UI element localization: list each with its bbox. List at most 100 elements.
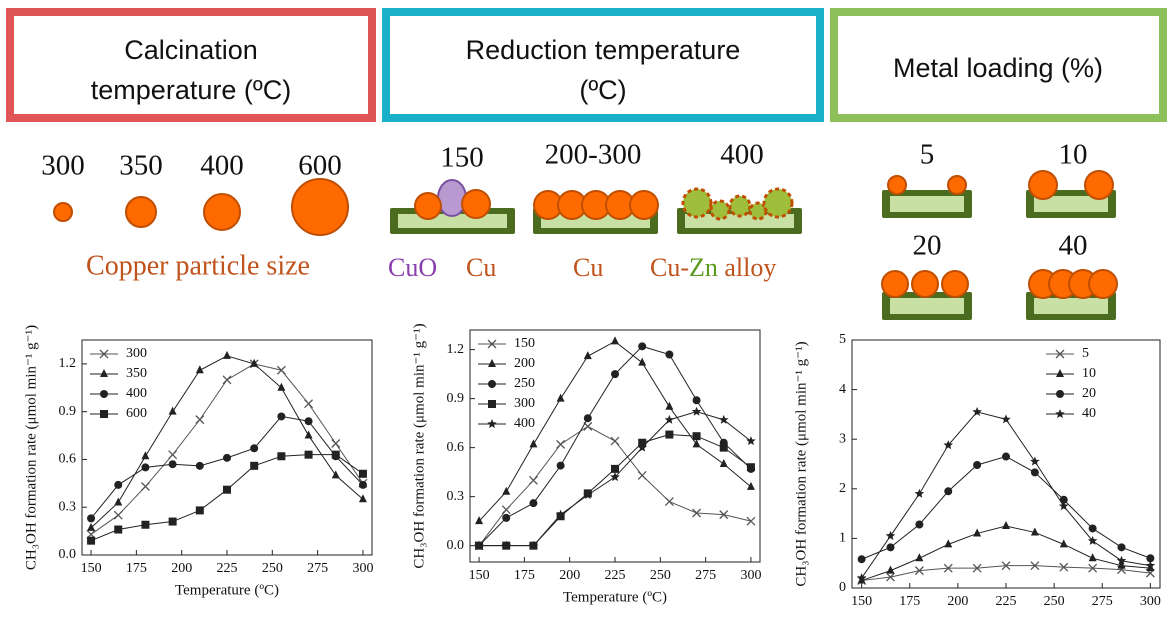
marker (944, 487, 952, 495)
particle (948, 176, 966, 194)
y-tick-label: 0.3 (59, 499, 77, 514)
marker (169, 460, 177, 468)
loading-label: 10 (1059, 139, 1088, 171)
marker (611, 370, 619, 378)
alloy-particle (730, 196, 750, 216)
marker (611, 465, 619, 473)
alloy-particle (683, 189, 711, 217)
header-text: Metal loading (%) (893, 53, 1103, 83)
support-inner (1034, 298, 1108, 314)
marker (1118, 543, 1126, 551)
legend-label: 40 (1082, 406, 1096, 421)
x-tick-label: 225 (605, 568, 626, 583)
marker (100, 390, 108, 398)
legend-label: 350 (126, 366, 147, 381)
x-tick-label: 275 (1092, 594, 1113, 609)
x-tick-label: 150 (469, 568, 490, 583)
header-text: Calcination (124, 35, 258, 65)
marker (100, 369, 108, 377)
y-axis-label: CH₃OH formation rate (μmol min⁻¹ g⁻¹) (23, 325, 39, 570)
particle (912, 271, 938, 297)
marker (720, 459, 728, 467)
header-text: Reduction temperature (466, 35, 741, 65)
x-tick-label: 300 (1140, 594, 1161, 609)
particle (882, 271, 908, 297)
particle (54, 203, 72, 221)
marker (114, 526, 122, 534)
y-axis-label: CH₃OH formation rate (μmol min⁻¹ g⁻¹) (793, 341, 809, 586)
y-tick-label: 0.6 (447, 440, 465, 455)
marker (87, 514, 95, 522)
marker (720, 444, 728, 452)
y-tick-label: 0.9 (59, 404, 77, 419)
marker (277, 366, 285, 374)
y-axis-label: CH₃OH formation rate (μmol min⁻¹ g⁻¹) (411, 323, 427, 568)
x-tick-label: 275 (307, 561, 328, 576)
loading-label: 40 (1059, 230, 1088, 262)
x-axis-label: Temperature (ºC) (175, 582, 279, 598)
series-line (91, 416, 363, 518)
marker (502, 487, 510, 495)
alloy-particle (750, 203, 766, 219)
marker (277, 452, 285, 460)
y-tick-label: 0.0 (447, 538, 465, 553)
x-tick-label: 175 (899, 594, 920, 609)
y-tick-label: 3 (839, 431, 846, 446)
temp-label: 150 (440, 142, 484, 174)
cuo-particle (438, 180, 466, 216)
caption: Cu (466, 253, 496, 282)
legend-label: 150 (514, 336, 535, 351)
x-tick-label: 225 (996, 594, 1017, 609)
legend-label: 200 (514, 356, 535, 371)
legend-label: 250 (514, 376, 535, 391)
marker (746, 436, 756, 445)
marker (502, 506, 510, 514)
legend-label: 10 (1082, 366, 1096, 381)
y-tick-label: 0 (839, 580, 846, 595)
loading-label: 5 (920, 139, 935, 171)
marker (665, 351, 673, 359)
particle (462, 190, 490, 218)
particle (415, 193, 441, 219)
marker (141, 521, 149, 529)
marker (169, 518, 177, 526)
marker (557, 462, 565, 470)
series-line (862, 526, 1151, 581)
marker (692, 407, 702, 416)
support-inner (890, 298, 964, 314)
marker (223, 454, 231, 462)
marker (529, 476, 537, 484)
marker (693, 432, 701, 440)
marker (665, 431, 673, 439)
marker (665, 498, 673, 506)
particle (126, 197, 156, 227)
particle (888, 176, 906, 194)
marker (557, 440, 565, 448)
alloy-particle (711, 201, 729, 219)
marker (223, 486, 231, 494)
marker (1002, 521, 1010, 529)
y-tick-label: 5 (839, 332, 846, 347)
marker (487, 419, 497, 428)
particle (942, 271, 968, 297)
legend-label: 300 (126, 346, 147, 361)
marker (100, 410, 108, 418)
legend-label: 300 (514, 396, 535, 411)
marker (638, 342, 646, 350)
legend-label: 600 (126, 406, 147, 421)
legend-label: 20 (1082, 386, 1096, 401)
marker (141, 483, 149, 491)
marker (169, 451, 177, 459)
marker (972, 407, 982, 416)
marker (488, 400, 496, 408)
marker (638, 358, 646, 366)
marker (250, 444, 258, 452)
x-tick-label: 300 (740, 568, 761, 583)
y-tick-label: 0.3 (447, 489, 465, 504)
marker (529, 499, 537, 507)
marker (114, 481, 122, 489)
marker (1089, 524, 1097, 532)
figure: Calcinationtemperature (ºC)Reduction tem… (0, 0, 1171, 617)
legend-label: 400 (514, 416, 535, 431)
marker (488, 380, 496, 388)
